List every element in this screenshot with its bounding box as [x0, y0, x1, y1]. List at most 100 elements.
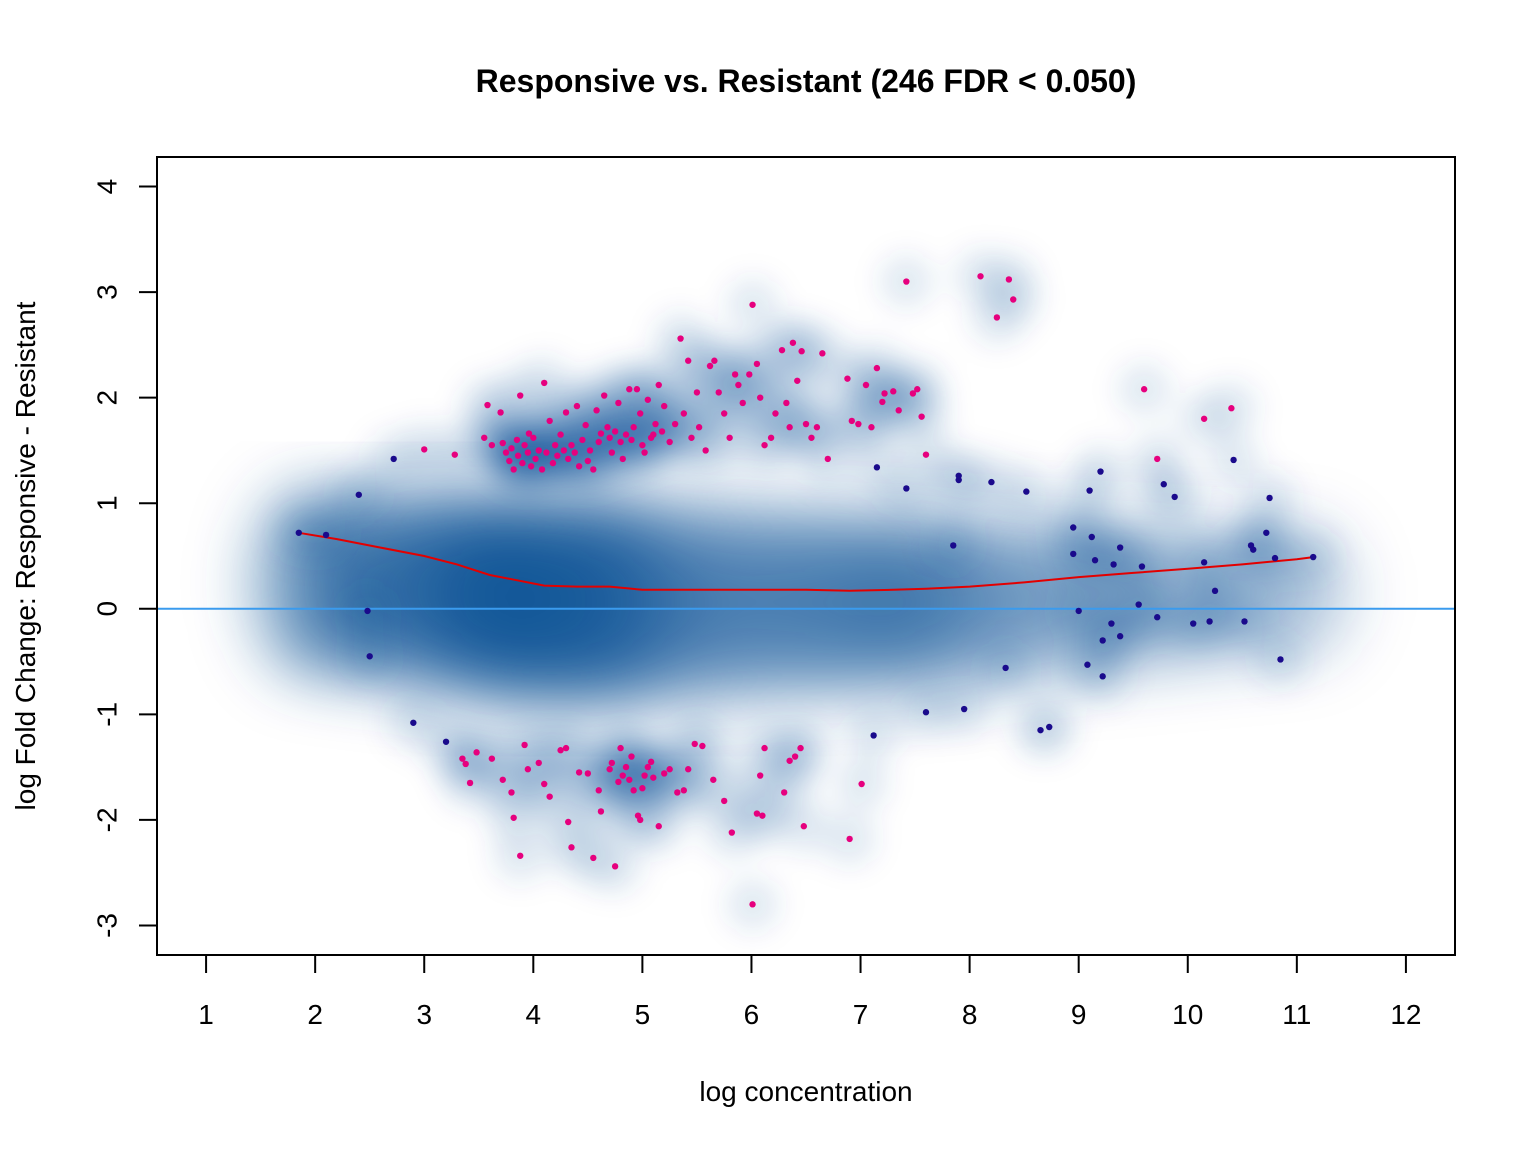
point-non-significant [1099, 637, 1106, 644]
point-significant [862, 381, 870, 389]
point-significant [535, 447, 542, 454]
point-significant [622, 763, 630, 771]
point-significant [502, 449, 510, 456]
point-significant [597, 430, 605, 437]
point-significant [573, 402, 581, 410]
point-significant [846, 835, 853, 843]
point-significant [604, 424, 611, 431]
point-significant [652, 420, 659, 428]
point-significant [633, 386, 641, 393]
point-significant [608, 759, 616, 767]
point-significant [595, 787, 602, 794]
point-significant [789, 339, 797, 346]
point-non-significant [1099, 673, 1106, 680]
point-significant [601, 392, 608, 399]
point-significant [568, 441, 575, 449]
point-significant [879, 398, 886, 406]
point-non-significant [1088, 533, 1095, 541]
point-significant [977, 273, 984, 280]
x-tick-label: 5 [635, 999, 651, 1030]
point-significant [680, 410, 688, 417]
point-significant [922, 451, 930, 458]
point-significant [684, 357, 692, 364]
point-significant [661, 402, 668, 410]
point-non-significant [1075, 607, 1082, 615]
y-tick-label: 4 [91, 179, 122, 195]
point-significant [644, 396, 652, 403]
point-significant [510, 814, 517, 821]
point-significant [739, 399, 746, 407]
point-non-significant [873, 464, 881, 471]
point-significant [560, 447, 568, 454]
point-significant [590, 466, 597, 473]
point-significant [615, 778, 622, 786]
point-significant [597, 808, 605, 815]
point-significant [593, 407, 600, 414]
point-significant [1005, 276, 1013, 283]
point-significant [756, 394, 764, 401]
point-significant [749, 901, 756, 908]
point-significant [688, 434, 695, 441]
point-significant [639, 785, 646, 792]
point-non-significant [410, 719, 417, 726]
point-significant [647, 758, 655, 766]
point-non-significant [295, 529, 302, 536]
point-significant [848, 417, 856, 425]
point-significant [579, 436, 586, 444]
point-significant [586, 447, 594, 454]
point-non-significant [922, 709, 930, 716]
point-significant [527, 463, 535, 470]
point-significant [1200, 415, 1208, 422]
point-significant [628, 436, 635, 444]
x-tick-label: 11 [1282, 999, 1311, 1030]
y-tick-label: -2 [91, 807, 122, 832]
point-significant [637, 816, 644, 824]
point-significant [693, 389, 701, 396]
point-non-significant [1037, 726, 1044, 734]
point-non-significant [442, 738, 450, 745]
point-significant [575, 769, 583, 776]
point-significant [626, 386, 633, 393]
point-significant [641, 772, 648, 779]
point-non-significant [1023, 488, 1030, 495]
y-tick-label: -3 [91, 913, 122, 938]
point-significant [1154, 455, 1161, 463]
point-significant [530, 434, 537, 441]
point-significant [895, 407, 902, 414]
point-significant [655, 381, 662, 389]
point-non-significant [322, 531, 330, 539]
x-axis: 1 2 3 4 5 6 7 8 9 10 11 12 [198, 954, 1421, 1030]
point-non-significant [1171, 493, 1178, 501]
point-significant [543, 449, 550, 456]
point-significant [699, 742, 706, 750]
point-non-significant [1046, 723, 1053, 731]
point-non-significant [1002, 664, 1009, 672]
point-significant [735, 381, 742, 389]
point-significant [562, 409, 570, 416]
point-significant [514, 452, 522, 459]
point-significant [772, 410, 779, 417]
point-significant [914, 386, 921, 393]
point-significant [608, 449, 616, 456]
point-significant [538, 466, 546, 473]
point-non-significant [1266, 494, 1273, 502]
x-tick-label: 3 [416, 999, 432, 1030]
point-significant [761, 744, 768, 752]
x-tick-label: 4 [526, 999, 542, 1030]
point-significant [622, 431, 630, 438]
point-significant [617, 438, 624, 446]
point-significant [506, 457, 513, 465]
point-significant [524, 766, 532, 773]
point-significant [508, 789, 515, 796]
point-significant [421, 446, 428, 453]
point-significant [499, 439, 506, 447]
x-tick-label: 12 [1390, 999, 1421, 1030]
point-non-significant [390, 455, 397, 463]
point-significant [993, 314, 1001, 321]
point-significant [786, 757, 793, 764]
point-significant [680, 787, 688, 794]
y-axis-label: log Fold Change: Responsive - Resistant [10, 301, 41, 810]
point-non-significant [1070, 524, 1077, 531]
point-non-significant [1116, 633, 1124, 640]
